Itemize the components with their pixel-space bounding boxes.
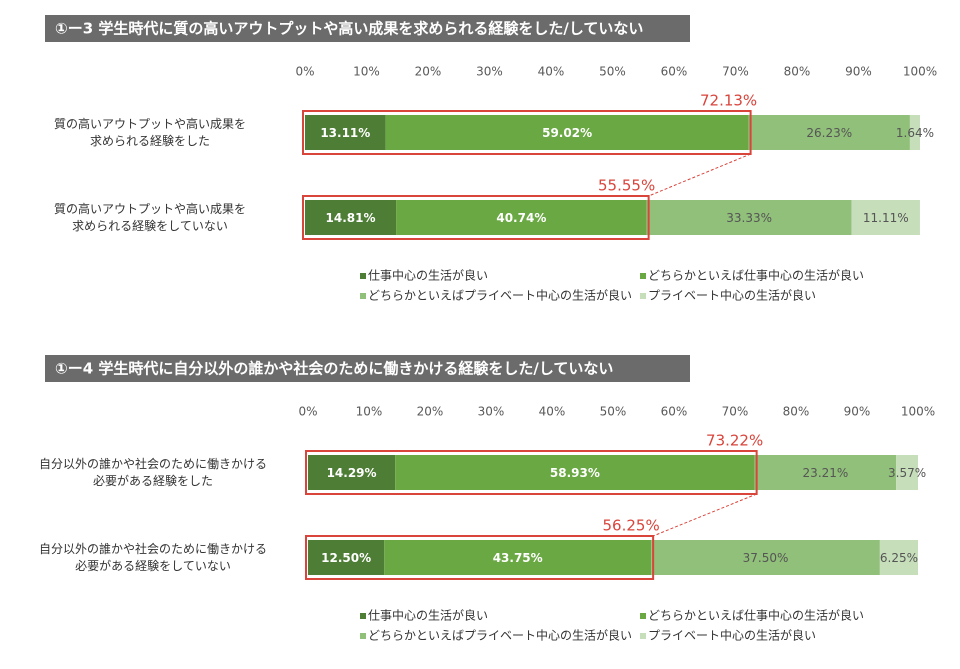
category-label: 質の高いアウトプットや高い成果を 求められる経験をした xyxy=(53,116,246,148)
legend-label: プライベート中心の生活が良い xyxy=(648,628,816,643)
highlight-box xyxy=(302,195,650,240)
value-label: 26.23% xyxy=(806,126,852,140)
x-tick-label: 90% xyxy=(845,65,872,79)
value-label: 58.93% xyxy=(550,466,600,480)
bar-segment xyxy=(305,200,397,235)
highlight-box xyxy=(305,450,758,495)
x-tick-label: 80% xyxy=(783,405,810,419)
legend-label: プライベート中心の生活が良い xyxy=(648,288,816,303)
title-bar xyxy=(45,355,690,382)
bar-segment xyxy=(308,455,396,490)
category-label: 質の高いアウトプットや高い成果を 求められる経験をしていない xyxy=(53,201,246,233)
x-tick-label: 30% xyxy=(478,405,505,419)
value-label: 33.33% xyxy=(726,211,772,225)
chart-title: ①ー4 学生時代に自分以外の誰かや社会のために働きかける経験をした/していない xyxy=(55,360,613,378)
value-label: 23.21% xyxy=(803,466,849,480)
x-tick-label: 20% xyxy=(415,65,442,79)
bar-segment xyxy=(646,200,852,235)
legend-swatch xyxy=(640,273,646,279)
value-label: 6.25% xyxy=(880,551,918,565)
value-label: 37.50% xyxy=(743,551,789,565)
category-label: 自分以外の誰かや社会のために働きかける 必要がある経験をした xyxy=(38,456,267,488)
x-tick-label: 50% xyxy=(599,65,626,79)
legend-swatch xyxy=(360,633,366,639)
legend-swatch xyxy=(360,293,366,299)
category-label: 自分以外の誰かや社会のために働きかける 必要がある経験をしていない xyxy=(38,541,267,573)
bar-segment xyxy=(305,115,386,150)
value-label: 13.11% xyxy=(320,126,370,140)
value-label: 1.64% xyxy=(896,126,934,140)
x-tick-label: 100% xyxy=(903,65,937,79)
legend-label: どちらかといえば仕事中心の生活が良い xyxy=(648,608,864,623)
highlight-label: 55.55% xyxy=(598,177,655,195)
bar-segment xyxy=(385,115,749,150)
title-bar xyxy=(45,15,690,42)
legend-swatch xyxy=(360,613,366,619)
bar-segment xyxy=(754,455,897,490)
value-label: 43.75% xyxy=(493,551,543,565)
bar-segment xyxy=(396,200,647,235)
bar-segment xyxy=(879,540,918,575)
x-tick-label: 40% xyxy=(539,405,566,419)
x-tick-label: 90% xyxy=(844,405,871,419)
legend-swatch xyxy=(640,293,646,299)
bar-segment xyxy=(748,115,910,150)
legend-label: 仕事中心の生活が良い xyxy=(368,608,488,623)
bar-segment xyxy=(851,200,920,235)
value-label: 14.81% xyxy=(326,211,376,225)
legend-swatch xyxy=(640,633,646,639)
value-label: 59.02% xyxy=(542,126,592,140)
x-tick-label: 70% xyxy=(722,405,749,419)
x-tick-label: 70% xyxy=(722,65,749,79)
connector xyxy=(648,153,751,197)
bar-segment xyxy=(395,455,755,490)
legend-label: どちらかといえばプライベート中心の生活が良い xyxy=(368,288,632,303)
chart-title: ①ー3 学生時代に質の高いアウトプットや高い成果を求められる経験をした/していな… xyxy=(55,20,643,38)
x-tick-label: 60% xyxy=(661,405,688,419)
x-tick-label: 10% xyxy=(353,65,380,79)
bar-segment xyxy=(896,455,918,490)
highlight-box xyxy=(302,110,752,155)
value-label: 12.50% xyxy=(321,551,371,565)
x-tick-label: 10% xyxy=(356,405,383,419)
bar-segment xyxy=(384,540,652,575)
legend-label: どちらかといえば仕事中心の生活が良い xyxy=(648,268,864,283)
x-tick-label: 0% xyxy=(298,405,317,419)
x-tick-label: 20% xyxy=(417,405,444,419)
value-label: 14.29% xyxy=(327,466,377,480)
x-tick-label: 80% xyxy=(784,65,811,79)
x-tick-label: 30% xyxy=(476,65,503,79)
value-label: 3.57% xyxy=(888,466,926,480)
highlight-label: 73.22% xyxy=(706,432,763,450)
x-tick-label: 50% xyxy=(600,405,627,419)
legend-label: どちらかといえばプライベート中心の生活が良い xyxy=(368,628,632,643)
legend-swatch xyxy=(360,273,366,279)
highlight-label: 72.13% xyxy=(700,92,757,110)
x-tick-label: 0% xyxy=(295,65,314,79)
value-label: 11.11% xyxy=(863,211,909,225)
highlight-box xyxy=(305,535,655,580)
x-tick-label: 60% xyxy=(661,65,688,79)
value-label: 40.74% xyxy=(496,211,546,225)
highlight-label: 56.25% xyxy=(603,517,660,535)
x-tick-label: 40% xyxy=(538,65,565,79)
legend-label: 仕事中心の生活が良い xyxy=(368,268,488,283)
bar-segment xyxy=(308,540,385,575)
legend-swatch xyxy=(640,613,646,619)
bar-segment xyxy=(651,540,880,575)
bar-segment xyxy=(909,115,920,150)
connector xyxy=(652,493,757,537)
x-tick-label: 100% xyxy=(901,405,935,419)
